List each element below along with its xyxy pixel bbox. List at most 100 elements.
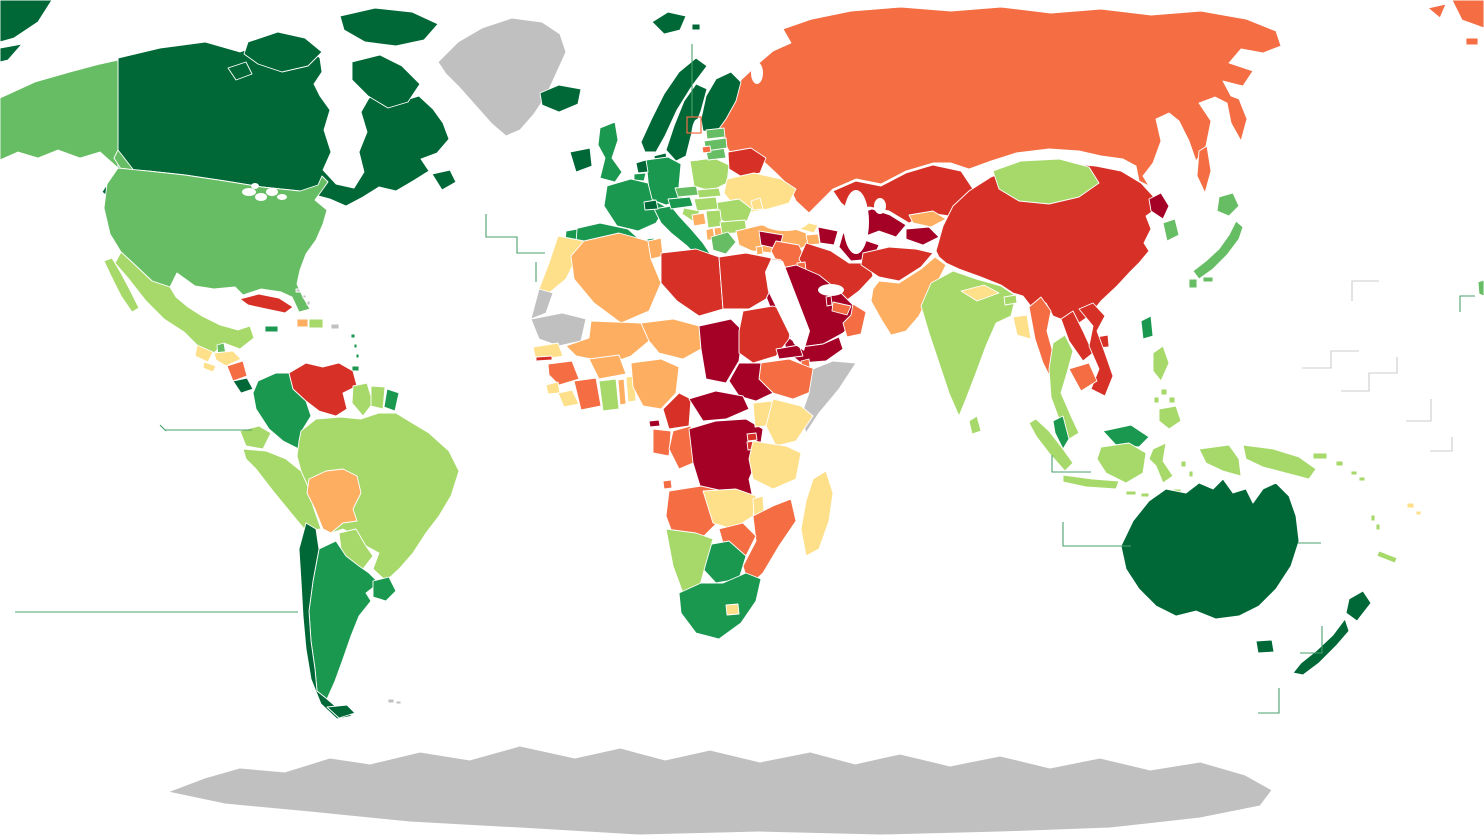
country-canada-ellesmere-island	[339, 7, 439, 47]
arctic-landmass-wrap	[0, 0, 53, 63]
country-central-african-republic	[688, 390, 750, 422]
country-russia	[715, 6, 1282, 214]
country-canada-arctic-islet	[227, 61, 253, 81]
baltic-sea	[691, 119, 703, 161]
country-ivory-coast	[573, 377, 602, 411]
country-australia	[1120, 478, 1300, 620]
country-guyana	[351, 382, 374, 417]
country-french-guiana	[383, 388, 400, 412]
country-estonia	[705, 127, 726, 140]
country-algeria	[570, 232, 662, 324]
maritime-boundary-line	[1459, 295, 1475, 312]
country-suriname	[370, 385, 386, 410]
country-nigeria	[630, 358, 680, 410]
black-sea	[761, 211, 809, 231]
country-thailand	[1048, 334, 1080, 440]
country-oman	[842, 303, 867, 338]
country-bosnia	[691, 212, 707, 227]
country-lebanon	[755, 245, 764, 256]
country-hungary	[693, 196, 719, 212]
country-nepal	[960, 284, 1000, 302]
country-lesser-antilles	[350, 333, 360, 359]
country-south-sudan	[728, 362, 774, 402]
country-equatorial-guinea	[648, 419, 661, 428]
kaliningrad-callout-box	[686, 116, 702, 134]
country-south-korea	[1162, 218, 1180, 242]
country-usa-wrap-sliver	[1477, 279, 1484, 297]
country-canada-newfoundland	[431, 169, 457, 191]
country-western-sahara	[530, 288, 554, 320]
country-greenland	[437, 17, 567, 137]
country-mali	[565, 320, 650, 364]
pacific-boundary-line	[1341, 357, 1398, 392]
country-japan-hokkaido	[1216, 192, 1240, 217]
country-haiti	[296, 318, 309, 328]
country-congo	[668, 425, 694, 470]
country-australia-tasmania	[1255, 639, 1275, 654]
country-gabon	[652, 428, 672, 457]
country-mexico	[114, 251, 255, 354]
country-north-korea	[1148, 192, 1170, 220]
country-philippines-visayas	[1153, 388, 1176, 404]
country-ghana	[598, 378, 620, 412]
country-venezuela	[288, 362, 358, 417]
country-india	[920, 270, 1017, 417]
country-uruguay	[372, 576, 397, 602]
country-falkland-islands	[387, 698, 402, 705]
country-bolivia	[306, 468, 362, 534]
country-austria	[667, 196, 694, 210]
country-philippines-luzon	[1152, 345, 1170, 382]
country-moldova	[750, 197, 764, 211]
maritime-boundary-line	[1062, 522, 1131, 547]
country-norway	[640, 57, 708, 153]
country-ecuador	[239, 425, 272, 450]
country-mozambique	[742, 498, 797, 587]
country-guatemala	[194, 344, 214, 363]
country-cameroon	[662, 392, 692, 430]
country-russia-chukotka-wrap	[1427, 0, 1484, 46]
great-lakes	[242, 183, 287, 201]
country-libya	[660, 248, 724, 317]
pacific-boundary-line	[1430, 437, 1453, 452]
country-togo	[617, 378, 627, 406]
country-gambia	[535, 355, 553, 362]
country-qatar	[825, 295, 833, 307]
country-new-zealand-north	[1345, 590, 1372, 622]
maritime-boundary-line	[159, 424, 252, 432]
country-solomon-islands	[1350, 470, 1366, 482]
maritime-boundary-line	[485, 214, 545, 254]
country-burkina-faso	[588, 354, 627, 380]
country-madagascar	[800, 470, 834, 557]
country-liberia	[557, 389, 580, 408]
country-japan-honshu	[1192, 220, 1244, 280]
country-tajikistan	[905, 226, 940, 246]
country-taiwan	[1140, 315, 1154, 340]
country-japan-shikoku-kyushu	[1188, 276, 1214, 289]
country-costa-rica	[232, 377, 254, 394]
country-fiji	[1406, 502, 1422, 516]
country-tanzania	[748, 440, 802, 490]
white-sea	[751, 62, 763, 84]
aral-sea	[874, 198, 886, 214]
country-svalbard	[651, 11, 701, 35]
country-belgium	[633, 172, 647, 182]
country-canada-victoria-island	[243, 31, 323, 73]
country-iceland	[539, 84, 582, 113]
country-russia-kaliningrad	[701, 145, 712, 154]
country-angola-cabinda	[662, 479, 673, 490]
pacific-boundary-line	[1302, 350, 1359, 369]
country-dominican-republic	[308, 318, 324, 329]
country-mauritania	[530, 312, 587, 347]
country-usa-alaska	[0, 59, 119, 169]
country-indonesia-sulawesi	[1148, 442, 1174, 484]
country-png-islands	[1312, 452, 1344, 467]
country-nicaragua	[226, 360, 248, 382]
country-greece	[710, 231, 737, 255]
red-sea	[765, 259, 810, 351]
country-indonesia-papua	[1198, 444, 1242, 477]
country-afghanistan	[860, 246, 934, 282]
country-canada-baffin-island	[351, 54, 421, 109]
persian-gulf	[818, 284, 844, 296]
country-vietnam	[1078, 302, 1114, 397]
country-lesotho	[725, 603, 740, 616]
